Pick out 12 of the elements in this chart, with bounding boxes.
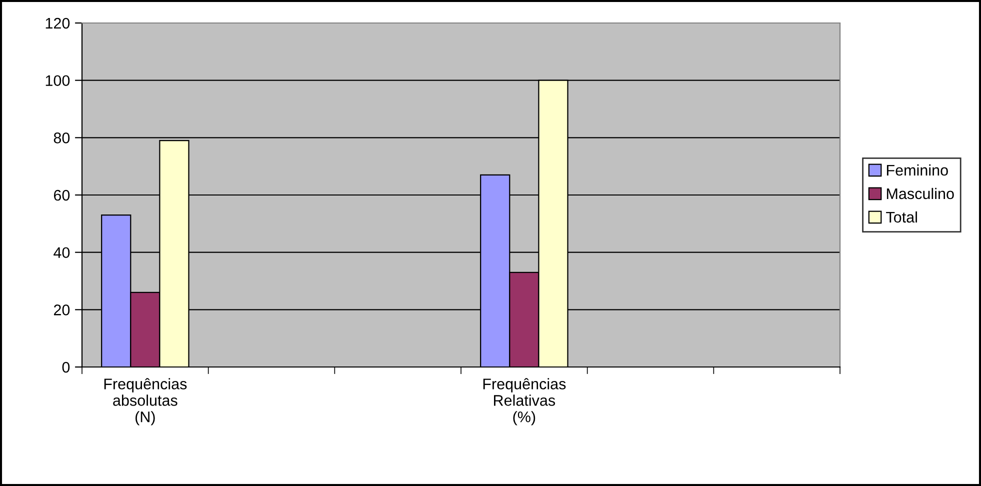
x-tick-label: Frequências absolutas (N) [104,378,187,426]
y-tick-label: 80 [54,132,70,144]
legend-label: Feminino [886,164,948,176]
y-tick-label: 20 [54,304,70,316]
y-tick-label: 120 [46,18,70,29]
legend-label: Masculino [886,188,954,200]
legend-label: Total [886,211,917,223]
x-tick-label: Frequências Relativas (%) [483,378,566,426]
y-tick-label: 60 [54,190,70,201]
y-tick-label: 40 [54,247,70,258]
y-tick-label: 0 [62,362,70,373]
y-tick-label: 100 [46,75,70,86]
